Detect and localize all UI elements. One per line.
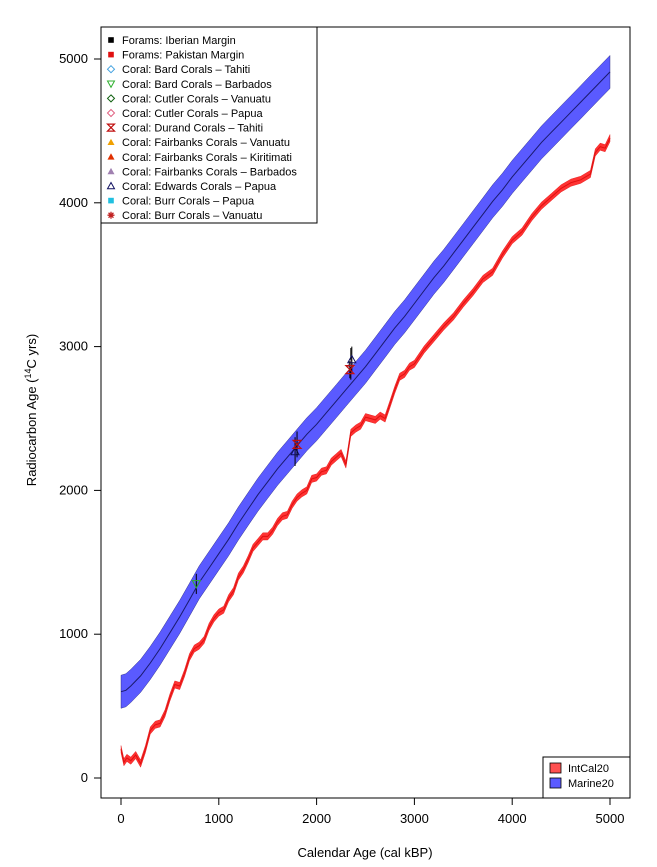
legend-label: Coral: Fairbanks Corals – Kiritimati: [122, 152, 292, 164]
legend-marker: [107, 138, 115, 145]
data-point-marker: [344, 365, 356, 375]
series-legend: Forams: Iberian Margin Forams: Pakistan M…: [100, 26, 318, 224]
legend-label: Coral: Fairbanks Corals – Barbados: [122, 166, 297, 178]
legend-swatch: [549, 777, 562, 789]
mean-curves: [120, 71, 611, 765]
y-axis-title: Radiocarbon Age (14C yrs): [23, 334, 39, 486]
curve-legend: IntCal20 Marine20: [542, 756, 631, 799]
legend-marker: [106, 123, 116, 132]
data-point: [191, 573, 202, 594]
series-legend-box: [100, 26, 318, 224]
legend-marker: [106, 80, 116, 89]
legend-marker: [106, 64, 116, 74]
legend-label: Coral: Cutler Corals – Vanuatu: [122, 93, 271, 105]
intcal20-line: [120, 137, 611, 765]
y-tick-label: 4000: [59, 195, 88, 210]
y-tick-label: 5000: [59, 51, 88, 66]
data-point: [291, 431, 303, 458]
legend-label: Coral: Edwards Corals – Papua: [122, 181, 277, 193]
x-tick-label: 3000: [400, 811, 429, 826]
legend-label: Coral: Fairbanks Corals – Vanuatu: [122, 137, 290, 149]
data-point-marker: [191, 580, 202, 589]
legend-label: Coral: Burr Corals – Vanuatu: [122, 210, 262, 222]
data-point-marker: [346, 354, 357, 364]
legend-swatch: [549, 762, 562, 774]
legend-label: Coral: Bard Corals – Barbados: [122, 79, 272, 91]
y-tick-label: 3000: [59, 339, 88, 354]
y-tick-label: 2000: [59, 482, 88, 497]
marine20-line: [120, 71, 611, 693]
x-tick-label: 0: [117, 811, 124, 826]
y-tick-label: 0: [81, 770, 88, 785]
legend-marker: [108, 197, 114, 204]
legend-marker: [106, 181, 116, 190]
legend-label: Forams: Iberian Margin: [122, 35, 236, 47]
legend-label: Coral: Bard Corals – Tahiti: [122, 64, 250, 76]
x-axis: 0 1000 2000 3000 4000 5000: [117, 797, 625, 826]
legend-label: Forams: Pakistan Margin: [122, 50, 244, 62]
uncertainty-bands: [120, 54, 611, 768]
legend-label: IntCal20: [568, 763, 609, 775]
x-tick-label: 1000: [204, 811, 233, 826]
legend-marker: [106, 108, 116, 118]
legend-marker: [108, 51, 114, 58]
intcal20-band: [120, 134, 611, 768]
legend-label: Marine20: [568, 778, 614, 790]
legend-marker: [108, 37, 114, 43]
y-axis: 0 1000 2000 3000 4000 5000: [59, 51, 102, 785]
legend-marker: [107, 167, 115, 175]
data-point-marker: [291, 439, 303, 449]
x-tick-label: 4000: [498, 811, 527, 826]
y-tick-label: 1000: [59, 626, 88, 641]
x-axis-title: Calendar Age (cal kBP): [297, 845, 432, 860]
x-tick-label: 5000: [596, 811, 625, 826]
legend-marker: [107, 211, 115, 219]
legend-label: Coral: Cutler Corals – Papua: [122, 108, 264, 120]
x-tick-label: 2000: [302, 811, 331, 826]
legend-marker: [107, 153, 115, 160]
data-points: [191, 346, 357, 594]
legend-marker: [106, 94, 116, 103]
legend-label: Coral: Durand Corals – Tahiti: [122, 123, 263, 135]
marine20-band: [120, 54, 611, 709]
legend-label: Coral: Burr Corals – Papua: [122, 196, 255, 208]
data-point: [344, 360, 356, 379]
